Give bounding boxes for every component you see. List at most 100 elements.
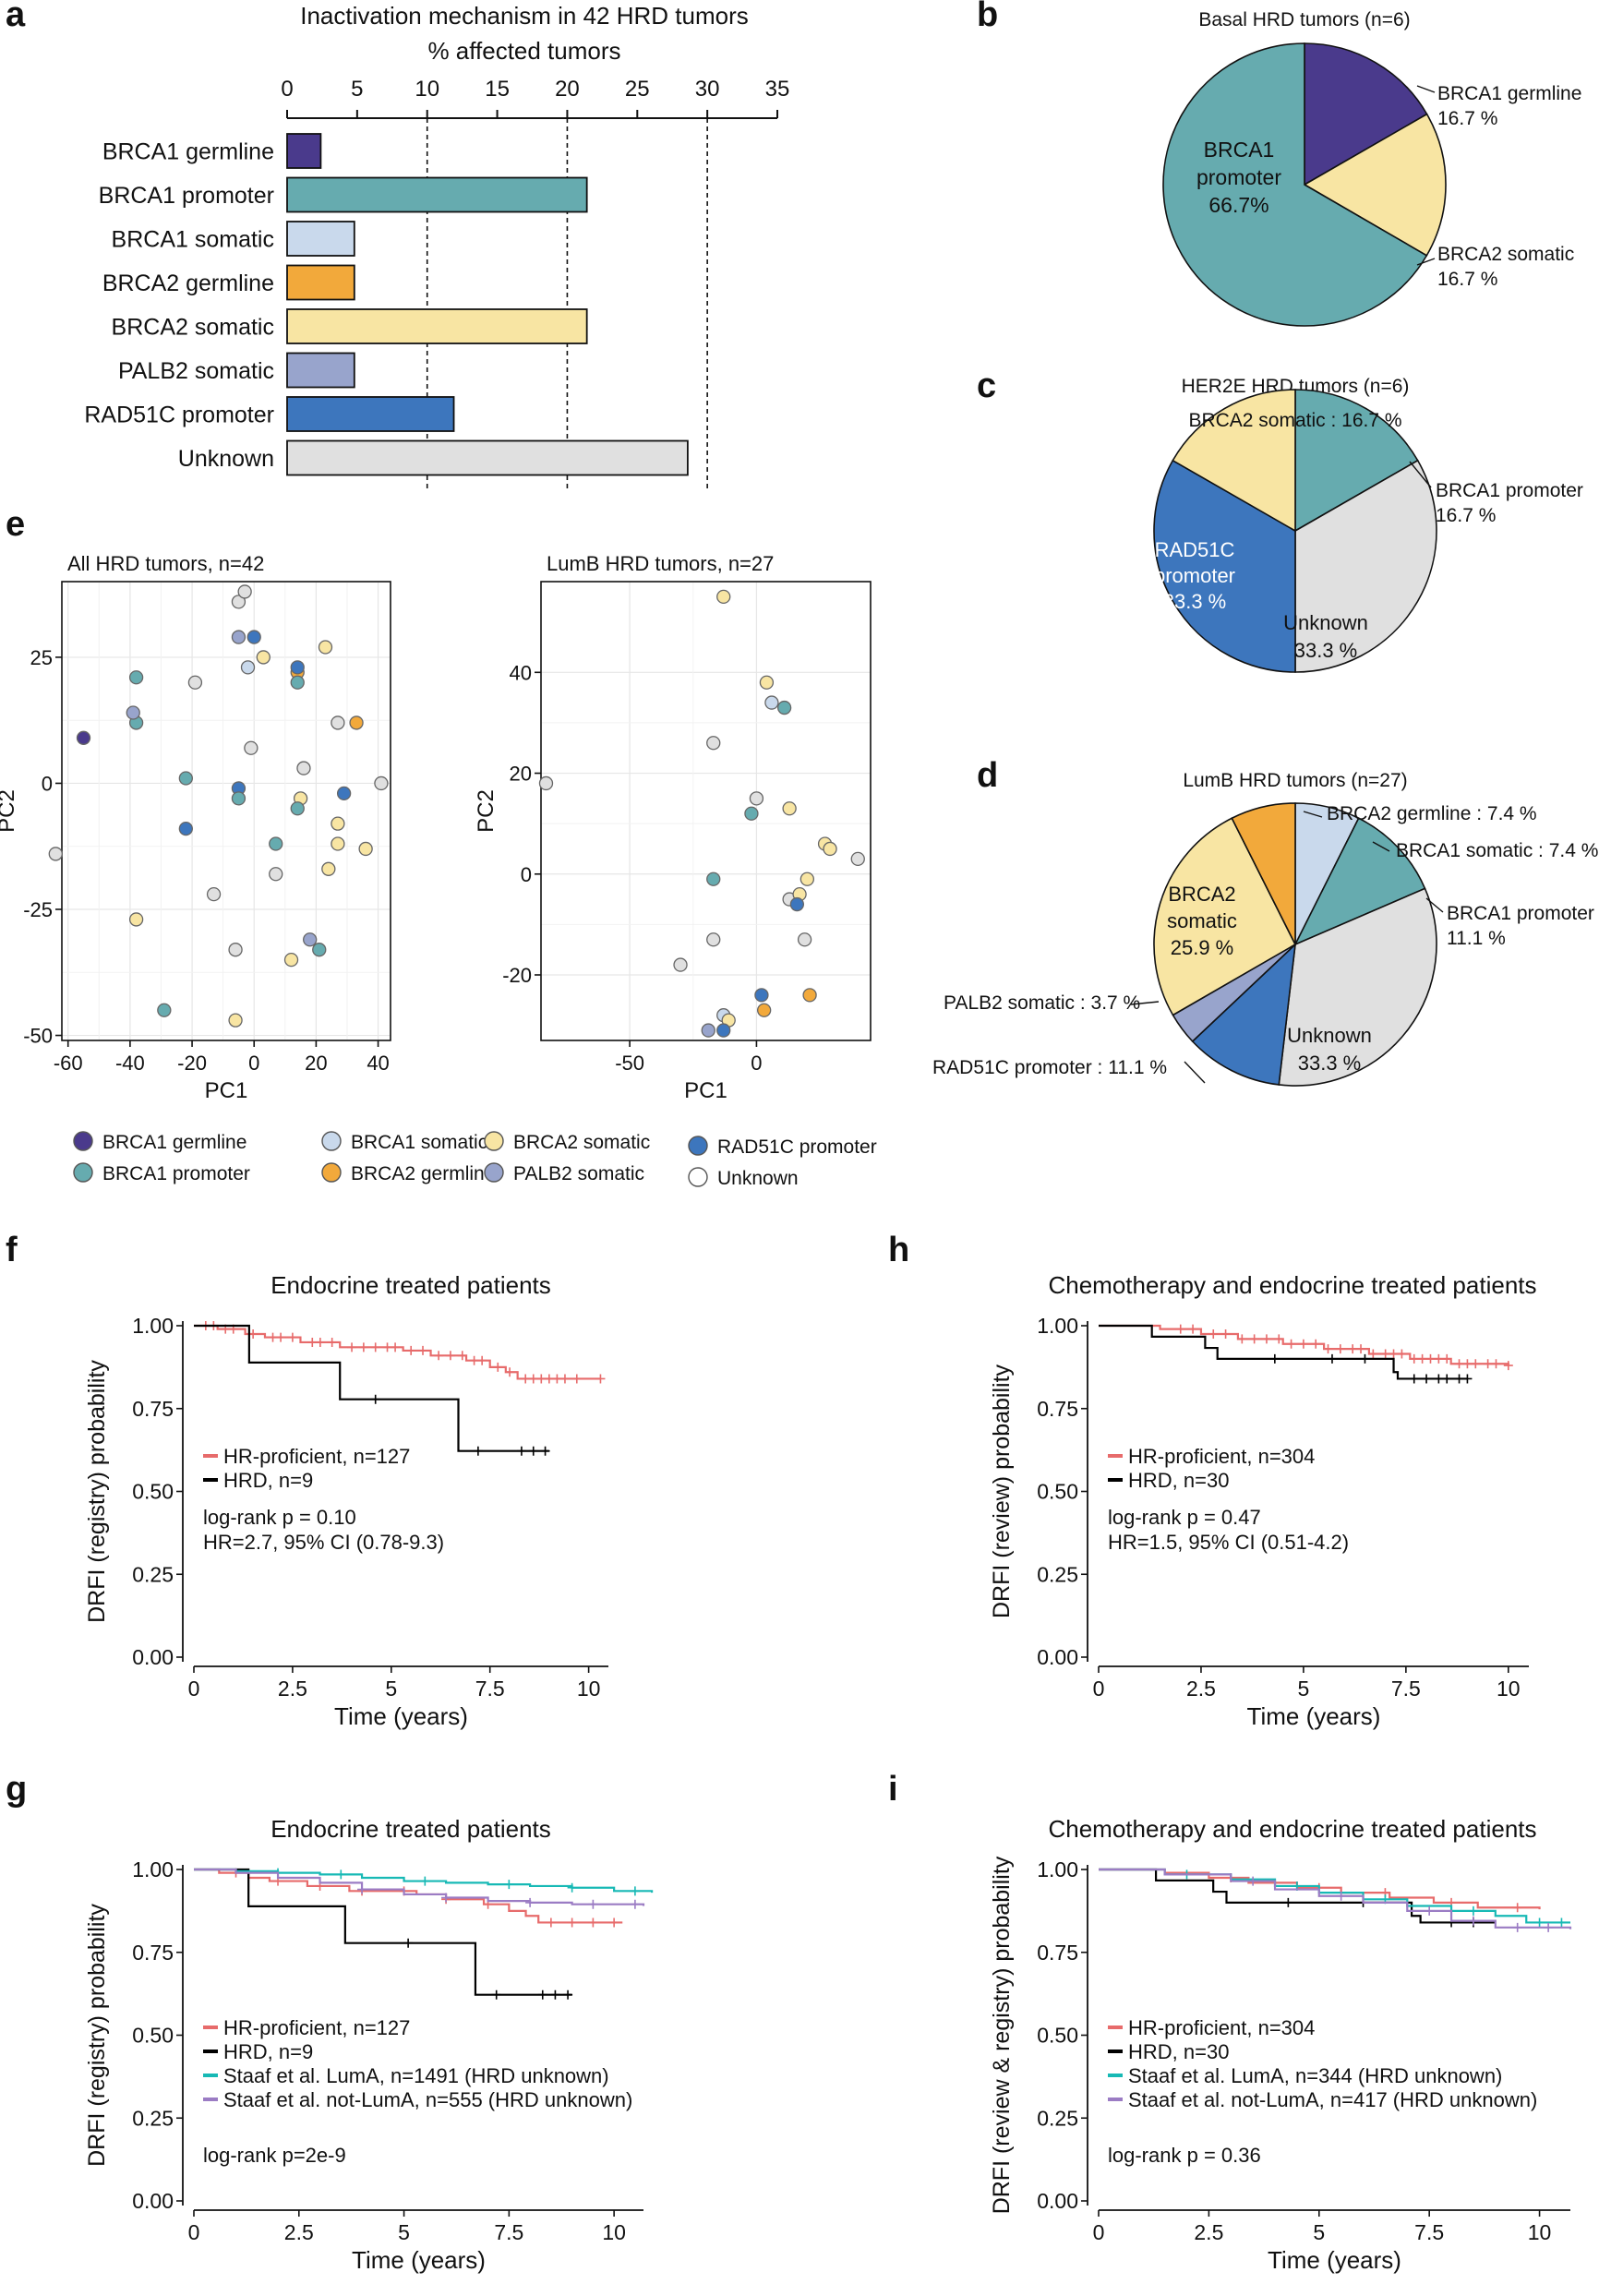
pie-slice — [1294, 389, 1419, 533]
y-tick-label: 0.25 — [1037, 1562, 1078, 1586]
x-tick-label: 5 — [1313, 2220, 1325, 2244]
pie-label: BRCA1 — [1204, 138, 1275, 162]
scatter-point — [228, 1013, 243, 1028]
censor-mark — [588, 1917, 598, 1928]
x-tick-label: 10 — [577, 1677, 601, 1701]
pie-leader — [1409, 461, 1432, 488]
x-tick-label: -40 — [115, 1052, 145, 1075]
x-tick-label: 0 — [751, 1052, 762, 1075]
censor-mark — [537, 1989, 547, 2000]
censor-mark — [1454, 1374, 1464, 1384]
x-tick-label: 5 — [385, 1677, 397, 1701]
y-tick-label: 1.00 — [1037, 1314, 1078, 1338]
pie-title: HER2E HRD tumors (n=6) — [1182, 376, 1410, 397]
plot-area — [541, 582, 871, 1040]
y-tick-label: 0.00 — [1037, 1645, 1078, 1669]
censor-mark — [1434, 1374, 1444, 1384]
scatter-point — [283, 952, 299, 968]
censor-mark — [525, 1897, 535, 1907]
y-tick-label: 0.75 — [1037, 1397, 1078, 1421]
bar — [286, 396, 455, 432]
censor-mark — [1454, 1359, 1464, 1369]
km-stats: log-rank p = 0.47 — [1108, 1506, 1261, 1529]
censor-mark — [1356, 1344, 1366, 1354]
scatter-point — [240, 660, 256, 675]
censor-mark — [1249, 1334, 1259, 1344]
scatter-point — [126, 705, 140, 720]
pie-slice — [1294, 459, 1437, 673]
pie-label: BRCA2 somatic : 16.7 % — [1188, 410, 1401, 431]
pie-title: Basal HRD tumors (n=6) — [1198, 9, 1410, 30]
censor-mark — [1188, 1324, 1198, 1334]
pie-label: 16.7 % — [1436, 505, 1496, 526]
censor-mark — [1274, 1334, 1284, 1344]
censor-mark — [268, 1332, 278, 1342]
km-curve — [1099, 1868, 1572, 1929]
x-axis-label: Time (years) — [1268, 2246, 1401, 2274]
scatter-point — [331, 816, 345, 831]
panel-letter-h: h — [888, 1231, 909, 1269]
censor-mark — [327, 1337, 337, 1347]
y-tick-label: 1.00 — [132, 1857, 174, 1881]
pie-slice — [1304, 42, 1428, 186]
scatter-point — [128, 912, 144, 927]
km-curve — [1099, 1324, 1468, 1380]
legend-label: PALB2 somatic — [513, 1163, 644, 1184]
panel-letter-a: a — [6, 0, 26, 34]
censor-mark — [469, 1355, 479, 1365]
scatter-point — [157, 1003, 172, 1017]
x-tick-label: 7.5 — [1391, 1677, 1421, 1701]
y-tick-label: 0.00 — [1037, 2189, 1078, 2213]
pie-label: 16.7 % — [1437, 269, 1497, 290]
bar — [286, 133, 322, 169]
censor-mark — [1434, 1353, 1444, 1364]
pie-label: somatic — [1167, 909, 1237, 932]
scatter-point — [303, 932, 318, 947]
y-tick-label: 1.00 — [132, 1314, 174, 1338]
scatter-point — [716, 1023, 731, 1038]
x-tick-label: 35 — [765, 77, 790, 102]
legend-label: BRCA2 germline — [351, 1163, 495, 1184]
censor-mark — [1298, 1339, 1308, 1349]
y-tick-label: 0.00 — [132, 2189, 174, 2213]
censor-mark — [588, 1899, 598, 1909]
km-title: Chemotherapy and endocrine treated patie… — [1048, 1271, 1536, 1299]
x-tick-label: 25 — [625, 77, 650, 102]
pie-slice — [1153, 459, 1296, 673]
pie-label: RAD51C — [1155, 538, 1235, 561]
x-tick-label: 15 — [485, 77, 510, 102]
scatter-point — [789, 896, 805, 912]
pie-label: BRCA1 promoter — [1447, 903, 1594, 924]
scatter-point — [331, 836, 345, 851]
pie-label: BRCA2 — [1168, 883, 1235, 906]
pie-label: BRCA1 somatic : 7.4 % — [1396, 840, 1598, 861]
censor-mark — [1336, 1891, 1346, 1901]
censor-mark — [1286, 1339, 1296, 1349]
legend-marker — [484, 1162, 504, 1183]
km-stats: log-rank p=2e-9 — [203, 2144, 346, 2167]
pie-slice — [1172, 389, 1296, 533]
legend-label: Unknown — [717, 1168, 799, 1189]
x-tick-label: 30 — [695, 77, 720, 102]
pie-leader — [1416, 85, 1436, 93]
y-tick-label: 0.25 — [132, 1562, 174, 1586]
censor-mark — [1348, 1344, 1358, 1354]
pie-slice — [1231, 802, 1296, 945]
censor-mark — [434, 1351, 444, 1361]
scatter-point — [706, 932, 721, 947]
censor-mark — [370, 1342, 380, 1352]
scatter-point — [823, 841, 837, 857]
censor-mark — [315, 1337, 325, 1347]
censor-mark — [307, 1337, 318, 1347]
pie-label: PALB2 somatic : 3.7 % — [944, 992, 1140, 1014]
censor-mark — [595, 1374, 606, 1384]
pie-label: BRCA2 somatic — [1437, 244, 1574, 265]
censor-mark — [1442, 1353, 1452, 1364]
plot-border — [61, 581, 391, 1041]
censor-mark — [1311, 1339, 1321, 1349]
scatter-point — [349, 715, 364, 730]
panel-letter-b: b — [977, 0, 998, 34]
bar — [286, 352, 355, 389]
censor-mark — [1397, 1349, 1407, 1359]
y-axis-label: PC2 — [0, 789, 19, 833]
